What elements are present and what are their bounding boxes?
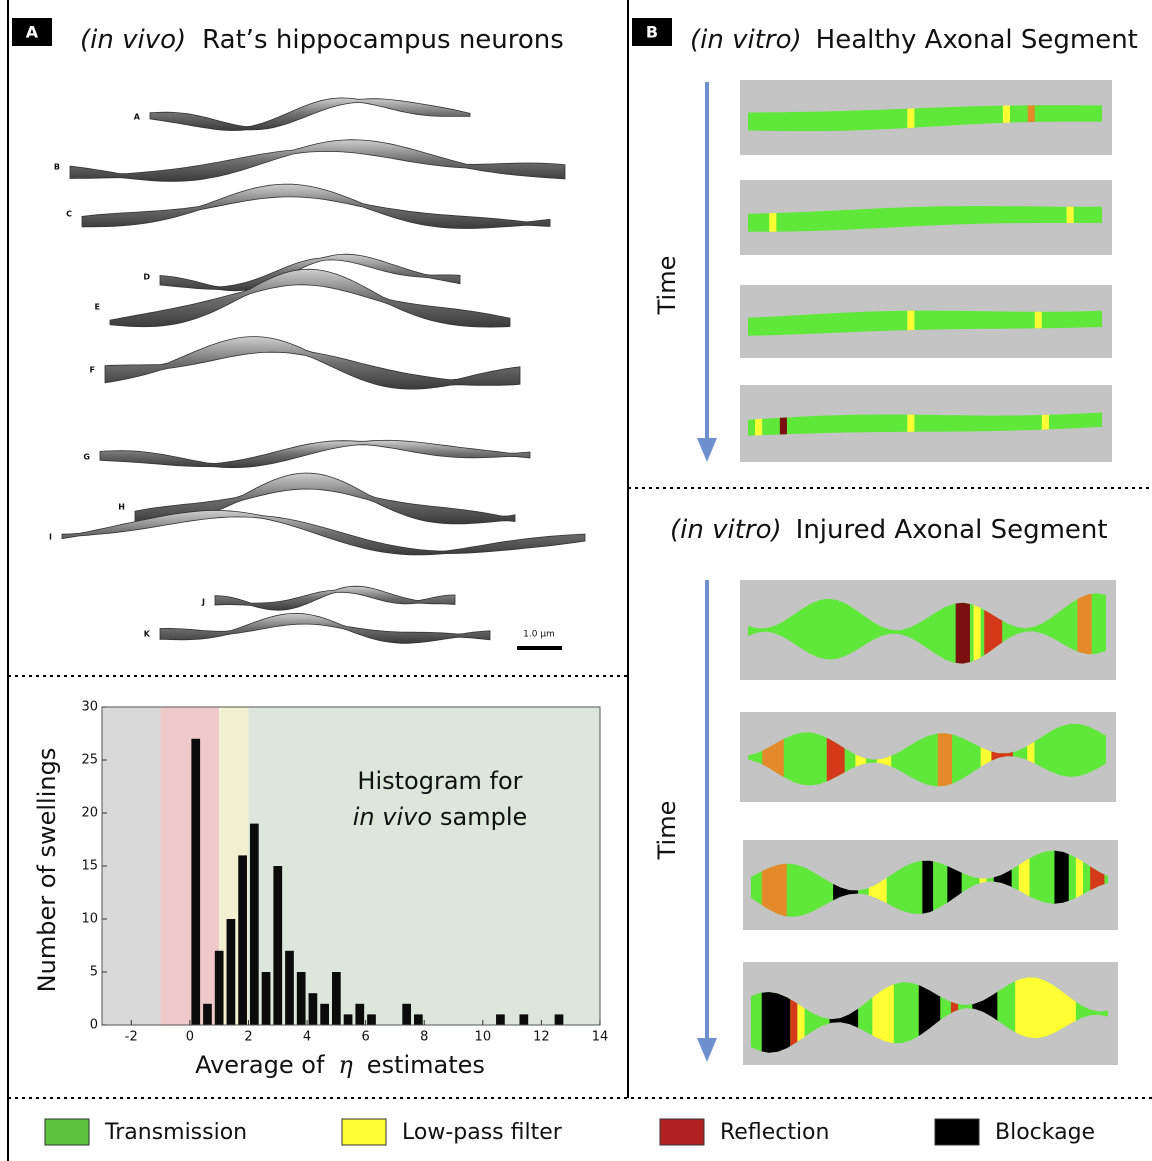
y-tick-label: 15 (81, 859, 98, 874)
neuron-label: B (54, 163, 60, 172)
bar (414, 1014, 423, 1025)
arrow-head (697, 1038, 717, 1062)
shaded-region (102, 707, 161, 1025)
neuron-label: C (66, 210, 72, 219)
x-axis-label: Average of η estimates (195, 1051, 485, 1080)
neuron-label: K (144, 630, 151, 639)
bar (402, 1004, 411, 1025)
bar (332, 972, 341, 1025)
y-axis-label: Number of swellings (33, 748, 61, 993)
y-tick-label: 10 (81, 912, 98, 927)
panel-title: (in vitro) Healthy Axonal Segment (690, 25, 1138, 55)
bar (309, 993, 318, 1025)
bar (238, 855, 247, 1025)
bar (203, 1004, 212, 1025)
legend-swatch (935, 1119, 979, 1145)
legend-label: Low-pass filter (402, 1120, 563, 1145)
xlabel-part: estimates (367, 1051, 485, 1079)
arrow-head (697, 438, 717, 462)
title-italic: (in vivo) (80, 25, 186, 55)
bar (355, 1004, 364, 1025)
xlabel-part: Average of (195, 1051, 325, 1079)
legend-label: Transmission (104, 1120, 247, 1145)
bar (519, 1014, 528, 1025)
bar (262, 972, 271, 1025)
x-tick-label: -2 (125, 1030, 138, 1045)
panel-title: (in vitro) Injured Axonal Segment (670, 515, 1108, 545)
neuron-label: A (134, 113, 141, 122)
title-text: Injured Axonal Segment (796, 515, 1108, 545)
bar (367, 1014, 376, 1025)
bar (555, 1014, 564, 1025)
neuron-label: H (118, 503, 125, 512)
xlabel-symbol: η (338, 1051, 353, 1079)
time-label: Time (653, 801, 681, 861)
y-tick-label: 20 (81, 806, 98, 821)
neuron-label: F (90, 366, 95, 375)
title-italic: (in vitro) (690, 25, 802, 55)
x-tick-label: 8 (420, 1030, 428, 1045)
legend-label: Blockage (995, 1120, 1095, 1145)
bar (496, 1014, 505, 1025)
panel-title: (in vivo) Rat’s hippocampus neurons (80, 25, 564, 55)
panel-letter: A (26, 23, 39, 42)
time-label: Time (653, 256, 681, 316)
neuron (100, 440, 530, 467)
y-tick-label: 0 (90, 1018, 98, 1033)
legend-label: Reflection (720, 1120, 829, 1145)
x-tick-label: 4 (303, 1030, 311, 1045)
neuron (70, 140, 565, 182)
x-tick-label: 12 (533, 1030, 550, 1045)
annotation: in vivo sample (353, 803, 528, 831)
x-tick-label: 0 (186, 1030, 194, 1045)
scale-label: 1.0 µm (523, 630, 555, 640)
neuron-label: E (95, 303, 100, 312)
neuron (105, 337, 520, 390)
neuron (150, 98, 470, 131)
bar (215, 951, 224, 1025)
bar (320, 1004, 329, 1025)
y-tick-label: 30 (81, 700, 98, 715)
bar (250, 824, 259, 1025)
neuron-label: D (143, 273, 150, 282)
scale-bar (517, 646, 562, 650)
bar (297, 972, 306, 1025)
legend-swatch (342, 1119, 386, 1145)
neuron-label: G (83, 453, 90, 462)
bar (227, 919, 236, 1025)
title-text: Rat’s hippocampus neurons (202, 25, 564, 55)
annotation-text: sample (440, 803, 527, 831)
bar (285, 951, 294, 1025)
shaded-region (161, 707, 220, 1025)
panel-letter: B (646, 23, 658, 42)
neuron (160, 613, 490, 643)
x-tick-label: 14 (592, 1030, 609, 1045)
title-italic: (in vitro) (670, 515, 782, 545)
neuron (215, 586, 455, 610)
bar (273, 866, 282, 1025)
neuron-label: J (201, 598, 205, 607)
x-tick-label: 10 (475, 1030, 492, 1045)
bar (191, 739, 200, 1025)
legend-swatch (45, 1119, 89, 1145)
annotation: Histogram for (357, 767, 522, 795)
legend-swatch (660, 1119, 704, 1145)
neuron (82, 184, 550, 228)
figure: A B (in vivo) Rat’s hippocampus neurons (… (0, 0, 1152, 1161)
bar (344, 1014, 353, 1025)
title-text: Healthy Axonal Segment (816, 25, 1138, 55)
x-tick-label: 2 (244, 1030, 252, 1045)
neuron-label: I (49, 533, 52, 542)
y-tick-label: 5 (90, 965, 98, 980)
annotation-italic: in vivo (353, 803, 432, 831)
x-tick-label: 6 (362, 1030, 370, 1045)
y-tick-label: 25 (81, 753, 98, 768)
